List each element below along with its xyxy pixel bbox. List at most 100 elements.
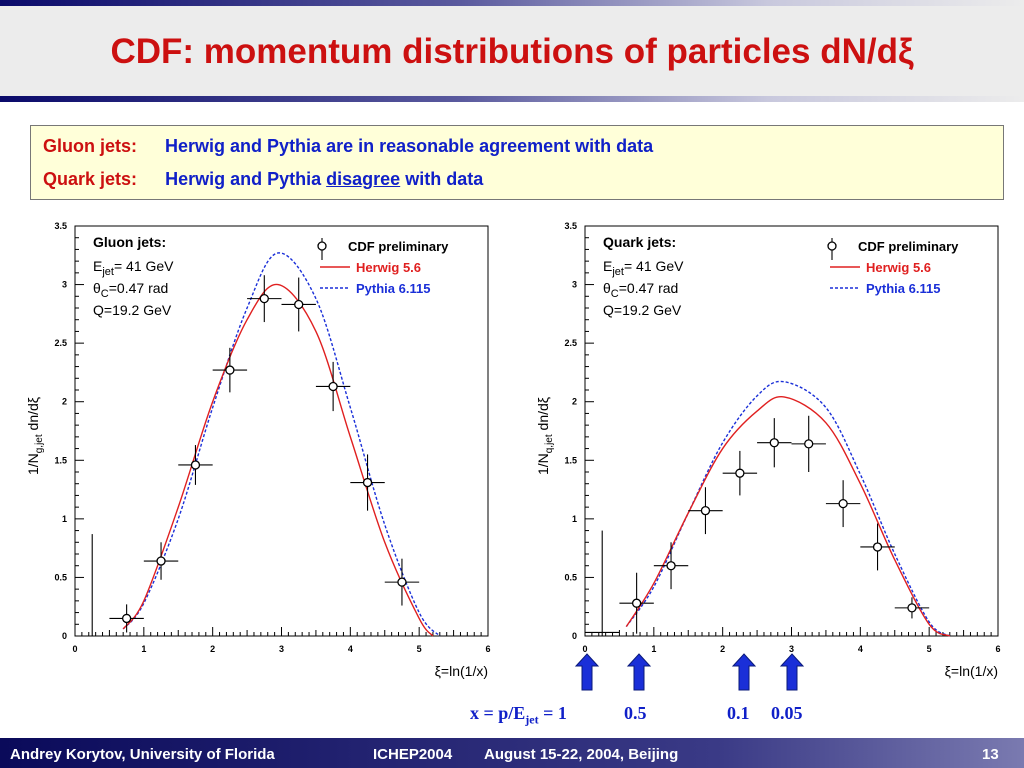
- gluon-jets-plot: 0 1 2 3 4 5 6 0 0.5 1 1.5 2 2.5 3 3.5 ξ=ln(1/x) 1/Ng,jet…: [25, 221, 491, 679]
- x-tick-label: 5: [927, 644, 932, 654]
- panel-label: Gluon jets:: [93, 234, 166, 250]
- up-arrow-icon: [731, 653, 757, 691]
- data-marker: [666, 561, 676, 571]
- title-bar: [0, 0, 1024, 96]
- data-point: [825, 480, 861, 528]
- title-bottom-rule: [0, 96, 1024, 102]
- data-point: [350, 454, 385, 511]
- data-marker: [259, 293, 269, 304]
- x-tick-label: 4: [348, 644, 353, 654]
- data-point: [653, 542, 689, 590]
- data-marker: [294, 299, 304, 310]
- data-marker: [700, 506, 711, 516]
- y-axis-label: 1/Ng,jet dn/dξ: [25, 397, 45, 475]
- quark-jets-plot: 0 1 2 3 4 5 6 0 0.5 1 1.5 2 2.5 3 3.5 ξ=ln(1/x) 1/Nq,jet…: [535, 221, 1001, 679]
- data-point: [178, 445, 213, 485]
- x-tick-label: 0: [72, 644, 77, 654]
- legend-data-marker: [317, 241, 327, 251]
- legend-data-label: CDF preliminary: [348, 239, 449, 254]
- y-tick-label: 2.5: [54, 338, 67, 348]
- quark-summary-text-post: with data: [405, 169, 484, 189]
- legend-herwig-label: Herwig 5.6: [866, 260, 931, 275]
- x-tick-label: 0: [582, 644, 587, 654]
- y-tick-label: 3.5: [54, 221, 67, 231]
- up-arrow-icon: [779, 653, 805, 691]
- data-point: [109, 604, 144, 633]
- data-point: [585, 530, 620, 636]
- summary-box: Gluon jets: Herwig and Pythia are in rea…: [30, 125, 1004, 200]
- data-point: [247, 275, 282, 323]
- quark-summary-line: Quark jets: Herwig and Pythia disagree w…: [43, 169, 483, 190]
- data-point: [281, 277, 316, 332]
- x-tick-label: 1: [651, 644, 656, 654]
- data-point: [212, 347, 248, 393]
- data-marker: [838, 498, 848, 509]
- x-tick-label: 6: [995, 644, 1000, 654]
- herwig-curve: [625, 396, 951, 637]
- legend-data-marker: [827, 241, 837, 251]
- y-axis-label: 1/Nq,jet dn/dξ: [535, 397, 555, 475]
- y-tick-label: 0.5: [54, 572, 67, 582]
- footer-dates: August 15-22, 2004, Beijing: [484, 746, 679, 763]
- legend-herwig-label: Herwig 5.6: [356, 260, 421, 275]
- data-marker: [397, 577, 407, 587]
- footer-bar: [0, 738, 1024, 768]
- theta-param: θC=0.47 rad: [93, 280, 168, 300]
- y-tick-label: 0: [572, 631, 577, 641]
- data-marker: [631, 598, 642, 608]
- footer-conference: ICHEP2004: [373, 746, 453, 763]
- x-axis-label: ξ=ln(1/x): [945, 663, 998, 679]
- x-tick-label: 3: [279, 644, 284, 654]
- y-tick-label: 2.5: [564, 338, 577, 348]
- footer-author: Andrey Korytov, University of Florida: [10, 746, 275, 763]
- x-tick-label: 4: [858, 644, 863, 654]
- y-tick-label: 1.5: [564, 455, 577, 465]
- y-tick-label: 3.5: [564, 221, 577, 231]
- data-point: [791, 415, 826, 472]
- data-marker: [769, 438, 779, 448]
- y-tick-label: 3: [62, 280, 67, 290]
- data-point: [860, 523, 895, 571]
- gluon-summary-line: Gluon jets: Herwig and Pythia are in rea…: [43, 136, 653, 157]
- energy-param: Ejet= 41 GeV: [603, 258, 684, 278]
- x-tick-label: 3: [789, 644, 794, 654]
- data-point: [75, 534, 110, 637]
- x-axis-label: ξ=ln(1/x): [435, 663, 488, 679]
- x-tick-label: 1: [141, 644, 146, 654]
- data-point: [315, 361, 351, 412]
- title-top-rule: [0, 0, 1024, 6]
- y-tick-label: 2: [572, 397, 577, 407]
- y-tick-label: 2: [62, 397, 67, 407]
- theta-param: θC=0.47 rad: [603, 280, 678, 300]
- footer-page-number: 13: [982, 746, 999, 763]
- y-tick-label: 3: [572, 280, 577, 290]
- data-point: [143, 542, 179, 580]
- x-definition-label: x = p/Ejet = 1: [470, 703, 567, 727]
- y-tick-label: 1.5: [54, 455, 67, 465]
- x-tick-label: 2: [210, 644, 215, 654]
- quark-summary-text-pre: Herwig and Pythia: [165, 169, 322, 189]
- data-point: [619, 572, 654, 634]
- legend-pythia-label: Pythia 6.115: [356, 281, 430, 296]
- legend-data-label: CDF preliminary: [858, 239, 959, 254]
- up-arrow-icon: [574, 653, 600, 691]
- quark-label: Quark jets:: [43, 169, 138, 189]
- x-label-0.5: 0.5: [624, 703, 647, 723]
- y-tick-label: 1: [62, 514, 67, 524]
- q-param: Q=19.2 GeV: [93, 302, 172, 318]
- y-tick-label: 1: [572, 514, 577, 524]
- energy-param: Ejet= 41 GeV: [93, 258, 174, 278]
- data-marker: [872, 542, 883, 552]
- data-marker: [121, 613, 132, 624]
- gluon-summary-text: Herwig and Pythia are in reasonable agre…: [165, 136, 654, 156]
- legend-pythia-label: Pythia 6.115: [866, 281, 940, 296]
- x-tick-label: 5: [417, 644, 422, 654]
- x-label-0.05: 0.05: [771, 703, 803, 723]
- gluon-label: Gluon jets:: [43, 136, 137, 156]
- pythia-curve: [122, 252, 441, 637]
- data-marker: [156, 556, 166, 566]
- data-marker: [225, 365, 235, 375]
- data-marker: [362, 477, 373, 488]
- data-point: [722, 450, 758, 496]
- panel-label: Quark jets:: [603, 234, 676, 250]
